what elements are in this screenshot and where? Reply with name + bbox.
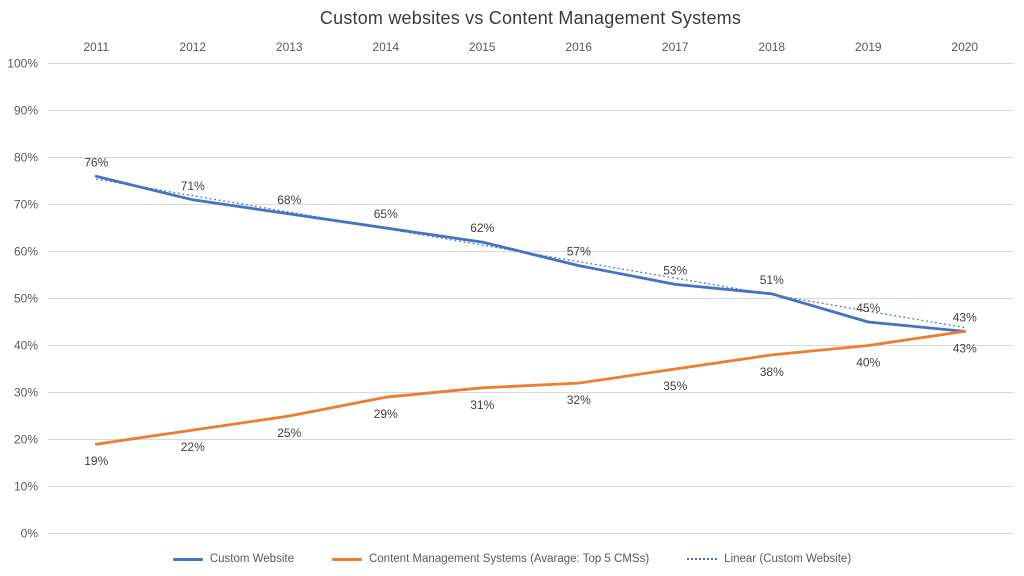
legend-label: Custom Website [209, 553, 294, 565]
legend: Custom Website Content Management Systems… [0, 549, 1024, 569]
data-label: 19% [84, 454, 108, 468]
x-tick-label: 2013 [276, 40, 303, 54]
data-label: 35% [663, 379, 687, 393]
y-tick-label: 70% [14, 198, 38, 212]
data-label: 43% [953, 341, 977, 355]
x-tick-label: 2014 [372, 40, 399, 54]
data-label: 57% [567, 245, 591, 259]
data-label: 45% [856, 301, 880, 315]
y-tick-label: 100% [7, 57, 38, 71]
legend-item: Linear (Custom Website) [687, 553, 851, 565]
data-label: 68% [277, 193, 301, 207]
legend-dotted-line-swatch [687, 558, 718, 560]
y-tick-label: 80% [14, 151, 38, 165]
series-line [94, 329, 967, 446]
y-tick-label: 60% [14, 245, 38, 259]
data-label: 62% [470, 221, 494, 235]
x-tick-label: 2011 [83, 40, 109, 54]
data-label: 71% [181, 179, 205, 193]
legend-line-swatch [331, 557, 362, 561]
y-tick-label: 30% [14, 386, 38, 400]
y-tick-label: 0% [21, 527, 39, 541]
data-label: 38% [760, 365, 784, 379]
x-tick-label: 2015 [469, 40, 496, 54]
data-label: 29% [374, 407, 398, 421]
data-label: 31% [470, 398, 494, 412]
data-label: 40% [856, 356, 880, 370]
x-tick-label: 2019 [855, 40, 882, 54]
data-label: 51% [760, 273, 784, 287]
x-tick-label: 2018 [758, 40, 785, 54]
legend-item: Content Management Systems (Avarage: Top… [331, 553, 650, 565]
y-tick-label: 20% [14, 433, 38, 447]
y-tick-label: 10% [14, 480, 38, 494]
x-tick-label: 2020 [951, 40, 978, 54]
y-tick-label: 40% [14, 339, 38, 353]
data-label: 43% [953, 310, 977, 324]
legend-item: Custom Website [172, 553, 294, 565]
y-tick-label: 50% [14, 292, 38, 306]
data-label: 76% [84, 155, 108, 169]
series-line [94, 174, 967, 333]
data-label: 22% [181, 440, 205, 454]
legend-line-swatch [172, 557, 203, 561]
x-tick-label: 2012 [179, 40, 206, 54]
data-label: 53% [663, 263, 687, 277]
legend-label: Linear (Custom Website) [724, 553, 852, 565]
chart-title: Custom websites vs Content Management Sy… [319, 8, 742, 28]
y-tick-label: 90% [14, 104, 38, 118]
data-label: 65% [374, 207, 398, 221]
legend-label: Content Management Systems (Avarage: Top… [368, 553, 650, 565]
data-label: 25% [277, 426, 301, 440]
data-label: 32% [567, 393, 591, 407]
x-tick-label: 2016 [565, 40, 592, 54]
x-tick-label: 2017 [662, 40, 689, 54]
